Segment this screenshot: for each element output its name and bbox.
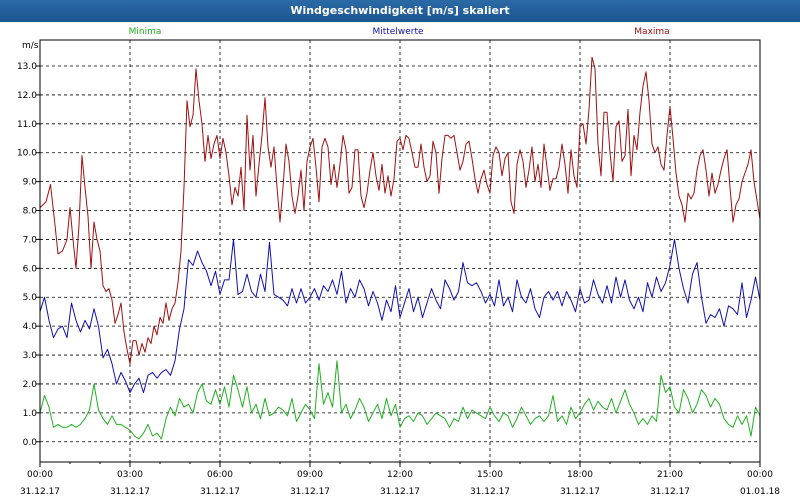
y-tick-label: 10.0: [17, 149, 37, 159]
x-tick-date: 31.12.17: [20, 487, 60, 497]
x-tick-date: 31.12.17: [110, 487, 150, 497]
series-layer: [39, 56, 761, 440]
x-tick-time: 15:00: [477, 470, 503, 480]
y-tick-label: 2.0: [23, 380, 38, 390]
grid: [40, 40, 760, 462]
x-tick-time: 12:00: [387, 470, 413, 480]
y-tick-label: 9.0: [23, 178, 38, 188]
y-tick-label: 11.0: [17, 120, 37, 130]
x-axis: 00:00 31.12.17 03:00 31.12.17 06:00 31.12.17 0…: [20, 462, 780, 497]
x-tick-date: 31.12.17: [560, 487, 600, 497]
y-tick-label: 7.0: [23, 235, 38, 245]
y-tick-label: 12.0: [17, 91, 37, 101]
x-tick-date: 31.12.17: [200, 487, 240, 497]
y-axis: 0.0 1.0 2.0 3.0 4.0 5.0 6.0 7.0 8.0 9.0 10.0 11.0 12…: [17, 62, 40, 448]
x-tick-date: 31.12.17: [290, 487, 330, 497]
window-title: Windgeschwindigkeit [m/s] skaliert: [0, 0, 800, 22]
y-tick-label: 4.0: [23, 322, 38, 332]
legend: Minima Mittelwerte Maxima: [129, 27, 670, 37]
x-tick-time: 03:00: [117, 470, 143, 480]
x-tick-time: 21:00: [657, 470, 683, 480]
legend-maxima: Maxima: [634, 27, 669, 37]
x-tick-date: 31.12.17: [650, 487, 690, 497]
series-line-maxima: [39, 56, 761, 365]
y-tick-label: 8.0: [23, 207, 38, 217]
legend-minima: Minima: [129, 27, 162, 37]
y-tick-label: 0.0: [23, 438, 38, 448]
x-tick-date: 01.01.18: [740, 487, 780, 497]
x-tick-date: 31.12.17: [380, 487, 420, 497]
x-tick-time: 18:00: [567, 470, 593, 480]
y-tick-label: 13.0: [17, 62, 37, 72]
y-tick-label: 3.0: [23, 351, 38, 361]
y-tick-label: 5.0: [23, 293, 38, 303]
x-tick-time: 00:00: [27, 470, 53, 480]
series-line-minima: [39, 360, 761, 440]
x-tick-date: 31.12.17: [470, 487, 510, 497]
x-tick-time: 09:00: [297, 470, 323, 480]
y-tick-label: 6.0: [23, 264, 38, 274]
x-tick-time: 00:00: [747, 470, 773, 480]
wind-speed-chart: Minima Mittelwerte Maxima m/s 0.0 1.0 2.0 3…: [17, 27, 780, 497]
series-line-mittelwerte: [39, 238, 761, 394]
x-tick-time: 06:00: [207, 470, 233, 480]
y-axis-unit-label: m/s: [22, 41, 39, 51]
y-tick-label: 1.0: [23, 409, 38, 419]
legend-mittelwerte: Mittelwerte: [372, 27, 423, 37]
